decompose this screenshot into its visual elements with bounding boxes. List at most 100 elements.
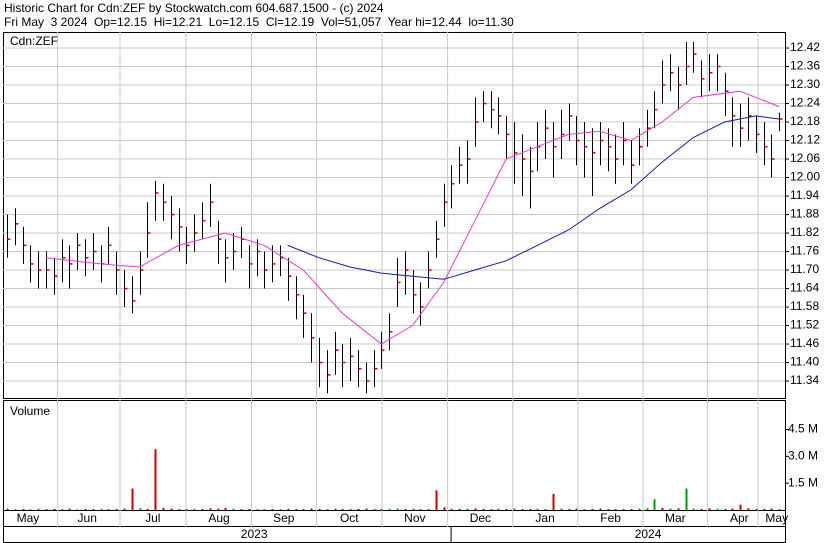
volume-bar — [396, 508, 399, 510]
volume-bar — [193, 508, 196, 510]
x-tick-label: May — [17, 511, 40, 525]
volume-bar — [154, 449, 157, 510]
grid — [3, 32, 789, 543]
y-tick-label: 11.52 — [790, 318, 819, 332]
x-tick-label: Oct — [340, 511, 359, 525]
moving-average — [45, 90, 780, 345]
x-tick-label: Apr — [730, 511, 749, 525]
y-tick-label: 11.94 — [790, 188, 819, 202]
y-tick-label: 11.58 — [790, 299, 819, 313]
volume-label: Volume — [10, 404, 50, 418]
y-tick-label: 11.46 — [790, 336, 819, 350]
y-tick-label: 11.76 — [790, 244, 819, 258]
volume-bar — [731, 508, 734, 510]
volume-bar — [575, 508, 578, 510]
volume-bar — [334, 508, 337, 510]
volume-bar — [22, 508, 25, 510]
x-tick-label: Jan — [535, 511, 554, 525]
volume-bar — [568, 508, 571, 510]
volume-bar — [115, 508, 118, 510]
y-tick-label: 12.24 — [790, 96, 820, 110]
volume-bar — [724, 508, 727, 510]
volume-bar — [217, 508, 220, 510]
volume-bar — [37, 508, 40, 510]
x-tick-label: Nov — [404, 511, 425, 525]
volume-bar — [310, 508, 313, 510]
x-tick-label: May — [765, 511, 788, 525]
volume-bar — [271, 508, 274, 510]
x-tick-label: Jun — [78, 511, 97, 525]
volume-bar — [162, 507, 165, 510]
x-tick-label: Feb — [600, 511, 621, 525]
x-tick-label: Dec — [470, 511, 491, 525]
volume-bar — [412, 508, 415, 510]
volume-tick-label: 3.0 M — [788, 449, 818, 463]
volume-bar — [450, 508, 453, 510]
volume-bar — [490, 509, 493, 511]
volume-bar — [256, 509, 259, 511]
volume-bar — [466, 508, 469, 510]
volume-bar — [107, 509, 110, 511]
volume-bar — [521, 509, 524, 511]
volume-bar — [232, 508, 235, 510]
volume-bar — [630, 508, 633, 510]
volume-bar — [763, 508, 766, 510]
volume-bar — [53, 508, 56, 510]
volume-bar — [458, 508, 461, 510]
volume-bar — [677, 508, 680, 510]
year-label: 2023 — [241, 527, 268, 541]
volume-bar — [708, 508, 711, 510]
volume-bar — [146, 508, 149, 510]
volume-bar — [178, 508, 181, 510]
volume-bar — [68, 508, 71, 510]
volume-bar — [427, 508, 430, 510]
volume-bar — [646, 508, 649, 510]
volume-bar — [482, 508, 485, 510]
volume-bar — [209, 508, 212, 510]
volume-bar — [279, 509, 282, 511]
volume-bar — [622, 508, 625, 510]
volume-bar — [700, 508, 703, 510]
symbol-label: Cdn:ZEF — [10, 34, 58, 48]
x-tick-label: Sep — [273, 511, 295, 525]
volume-bar — [669, 508, 672, 510]
x-tick-label: Aug — [208, 511, 229, 525]
volume-bar — [185, 509, 188, 511]
volume-bar — [739, 504, 742, 510]
y-tick-label: 11.88 — [790, 207, 819, 221]
volume-bar — [529, 508, 532, 510]
volume-bar — [349, 509, 352, 511]
volume-bar — [139, 508, 142, 510]
y-tick-label: 12.06 — [790, 151, 820, 165]
y-tick-label: 11.34 — [790, 373, 819, 387]
volume-bar — [419, 509, 422, 511]
volume-bar — [29, 509, 32, 511]
volume-panel — [3, 400, 786, 511]
volume-tick-label: 1.5 M — [788, 475, 818, 489]
volume-bar — [357, 508, 360, 510]
volume-bar — [248, 508, 251, 510]
volume-bar — [170, 508, 173, 510]
y-tick-label: 12.42 — [790, 40, 820, 54]
y-tick-label: 12.00 — [790, 170, 820, 184]
volume-bar — [318, 508, 321, 510]
year-label: 2024 — [635, 527, 662, 541]
volume-bar — [380, 508, 383, 510]
volume-bar — [435, 490, 438, 510]
volume-bar — [201, 508, 204, 510]
x-tick-label: Mar — [665, 511, 686, 525]
volume-bar — [240, 509, 243, 511]
volume-bar — [583, 509, 586, 511]
volume-bar — [365, 508, 368, 510]
volume-bar — [373, 509, 376, 511]
y-tick-label: 12.12 — [790, 133, 820, 147]
volume-bar — [607, 508, 610, 510]
plot — [6, 41, 783, 511]
y-tick-label: 11.70 — [790, 262, 819, 276]
volume-bar — [84, 508, 87, 510]
x-tick-label: Jul — [145, 511, 160, 525]
volume-bar — [76, 509, 79, 511]
y-tick-label: 12.36 — [790, 59, 820, 73]
